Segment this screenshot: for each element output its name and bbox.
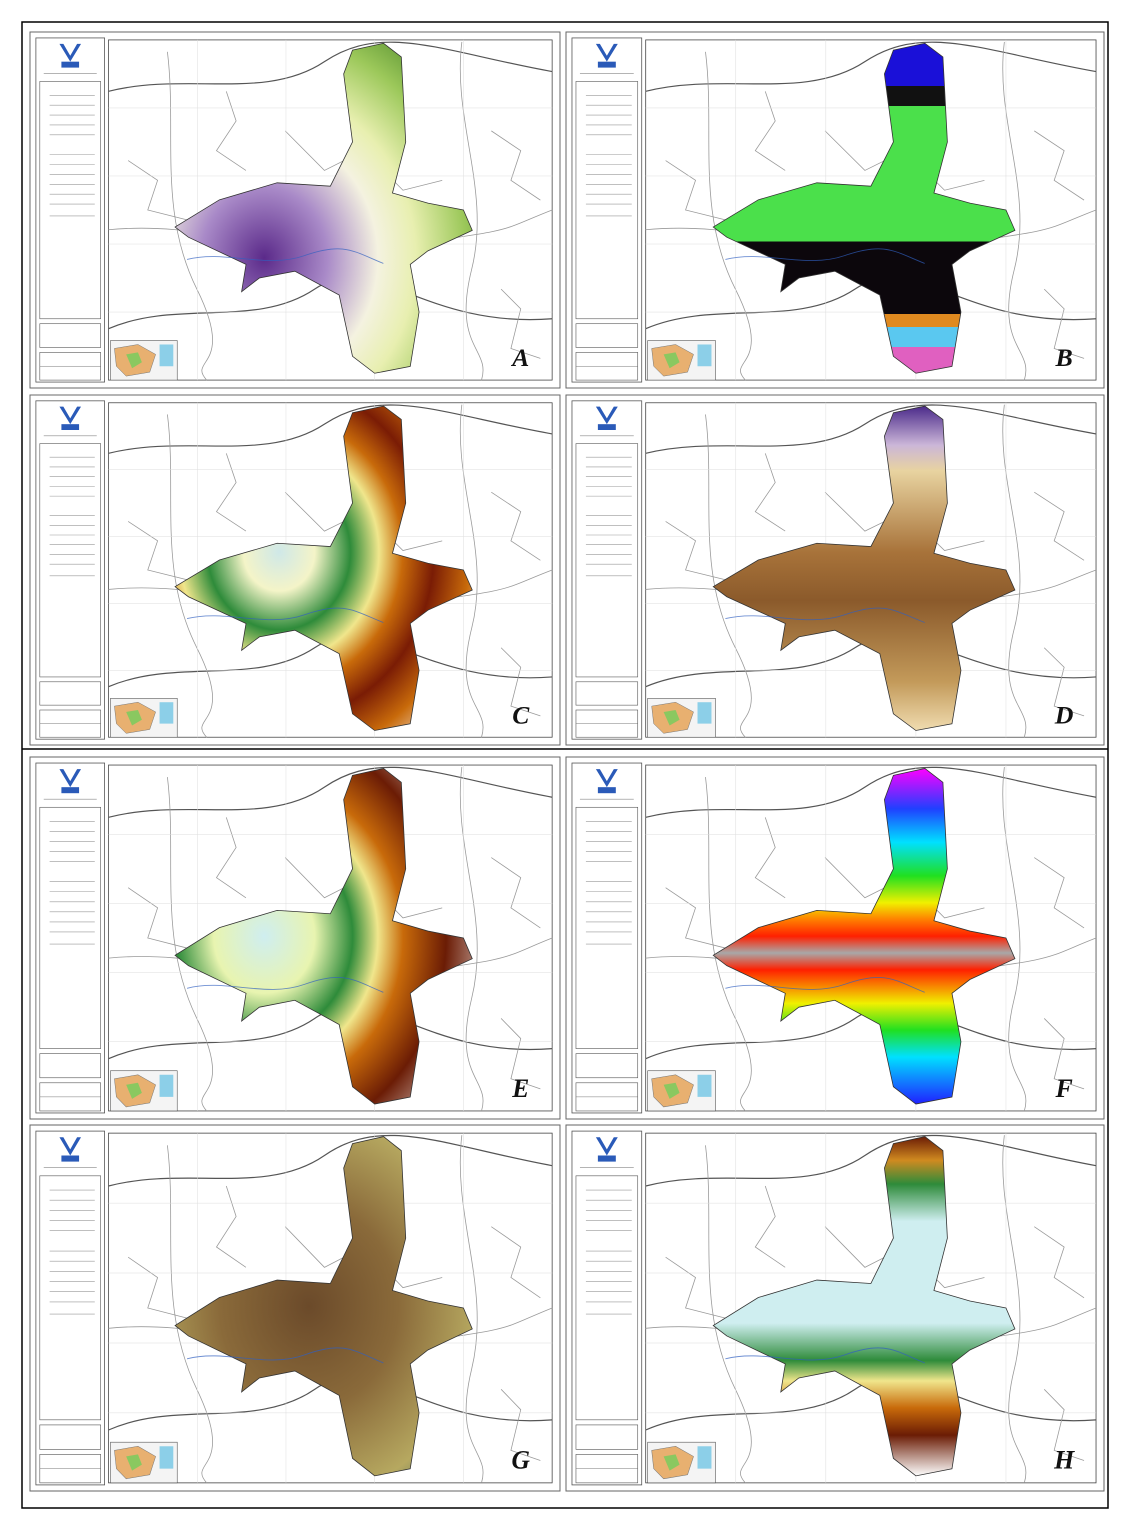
- panel-label: G: [512, 1445, 531, 1475]
- inset-map: [647, 1070, 716, 1112]
- study-area: [174, 1136, 473, 1477]
- inset-map: [647, 340, 716, 381]
- river: [725, 977, 925, 993]
- legend-box: [571, 400, 643, 740]
- panels: A B C D E F G H: [29, 31, 1105, 1492]
- legend-box: [35, 1130, 106, 1486]
- legend-box: [571, 37, 643, 383]
- panel-label: F: [1055, 1074, 1073, 1103]
- study-area: [712, 405, 1016, 731]
- study-area: [712, 42, 1016, 374]
- river: [725, 607, 925, 623]
- study-area: [174, 42, 473, 374]
- panel-label: E: [511, 1074, 529, 1103]
- outer-frame: [21, 21, 1109, 1509]
- map-panel: F: [565, 756, 1105, 1120]
- river: [186, 977, 384, 993]
- map-panel: B: [565, 31, 1105, 389]
- inset-map: [109, 1070, 178, 1112]
- map-panel: C: [29, 394, 561, 746]
- river: [725, 1347, 925, 1364]
- panel-label: A: [510, 343, 529, 372]
- study-area: [712, 1136, 1016, 1477]
- panel-label: B: [1055, 343, 1073, 372]
- legend-box: [35, 37, 106, 383]
- map-panel: A: [29, 31, 561, 389]
- river: [186, 607, 384, 623]
- map-panel: G: [29, 1124, 561, 1492]
- river: [186, 248, 384, 264]
- inset-map: [109, 697, 178, 738]
- study-area: [174, 768, 473, 1105]
- inset-map: [109, 1441, 178, 1484]
- inset-map: [647, 1441, 716, 1484]
- study-area: [174, 405, 473, 731]
- map-panel: H: [565, 1124, 1105, 1492]
- inset-map: [647, 697, 716, 738]
- legend-box: [571, 1130, 643, 1486]
- river: [186, 1347, 384, 1364]
- legend-box: [35, 762, 106, 1114]
- map-panel: E: [29, 756, 561, 1120]
- panel-label: C: [512, 702, 530, 730]
- legend-box: [571, 762, 643, 1114]
- inset-map: [109, 340, 178, 381]
- panel-label: H: [1053, 1445, 1076, 1474]
- legend-box: [35, 400, 106, 740]
- study-area: [712, 768, 1016, 1105]
- panel-label: D: [1054, 701, 1074, 730]
- map-panel: D: [565, 394, 1105, 746]
- river: [725, 248, 925, 264]
